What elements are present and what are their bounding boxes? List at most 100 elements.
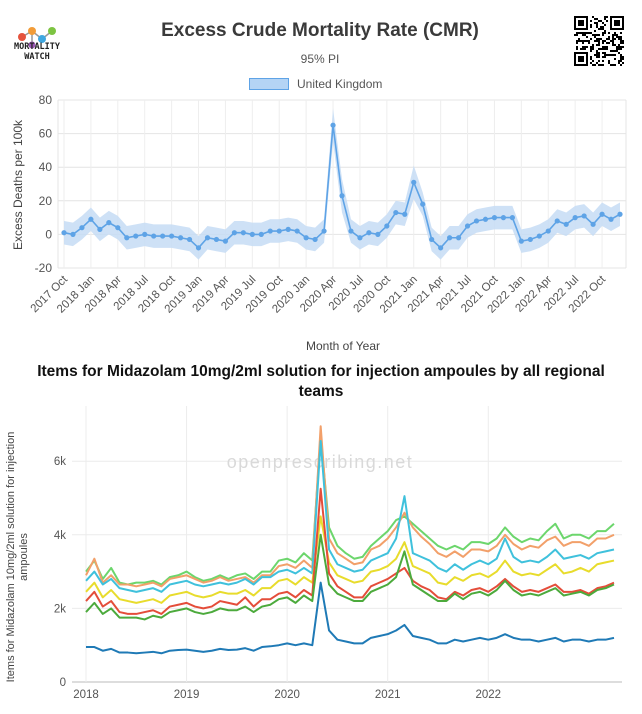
data-point[interactable]: [447, 235, 453, 241]
chart-subtitle: 95% PI: [300, 52, 340, 66]
data-point[interactable]: [169, 233, 175, 239]
qr-code-icon: [574, 16, 624, 66]
x-tick-label: 2018: [73, 689, 99, 701]
data-point[interactable]: [249, 231, 255, 237]
y-tick-label: -20: [35, 261, 53, 275]
data-point[interactable]: [455, 235, 462, 241]
data-point[interactable]: [420, 201, 426, 207]
legend-label: United Kingdom: [297, 77, 383, 91]
legend-item-united-kingdom[interactable]: United Kingdom: [249, 76, 382, 92]
series-line-team-e[interactable]: [85, 487, 615, 615]
x-tick-label: 2022: [475, 689, 501, 701]
data-point[interactable]: [231, 230, 237, 236]
x-tick-label: 2020: [274, 689, 300, 701]
data-point[interactable]: [276, 228, 282, 234]
x-tick-label: 2019: [174, 689, 200, 701]
data-point[interactable]: [608, 216, 614, 222]
x-tick-label: 2021: [375, 689, 401, 701]
data-point[interactable]: [357, 235, 363, 241]
y-tick-label: 0: [60, 677, 66, 689]
data-point[interactable]: [240, 230, 246, 236]
series-line-team-d[interactable]: [85, 515, 615, 604]
data-point[interactable]: [258, 231, 264, 237]
x-axis-label: Month of Year: [306, 339, 380, 353]
logo-text: MORTALITY WATCH: [13, 42, 61, 62]
data-point[interactable]: [402, 211, 408, 217]
data-point[interactable]: [115, 225, 121, 231]
data-point[interactable]: [142, 231, 148, 237]
data-point[interactable]: [572, 215, 578, 221]
series-line-team-c[interactable]: [85, 439, 615, 593]
y-tick-label: 0: [45, 227, 52, 241]
data-point[interactable]: [554, 218, 560, 224]
data-point[interactable]: [151, 233, 157, 239]
data-point[interactable]: [70, 231, 76, 237]
data-point[interactable]: [186, 236, 193, 243]
data-point[interactable]: [133, 233, 139, 239]
data-point[interactable]: [204, 235, 211, 241]
data-point[interactable]: [348, 228, 354, 234]
data-point[interactable]: [106, 220, 112, 226]
data-point[interactable]: [518, 238, 524, 244]
data-point[interactable]: [339, 193, 345, 199]
data-point[interactable]: [536, 233, 542, 239]
data-point[interactable]: [509, 215, 515, 221]
data-point[interactable]: [500, 215, 507, 221]
y-tick-label: 60: [39, 127, 53, 141]
data-point[interactable]: [61, 230, 67, 236]
series-line-team-f[interactable]: [85, 533, 615, 621]
data-point[interactable]: [124, 235, 130, 241]
data-point[interactable]: [464, 223, 471, 229]
data-point[interactable]: [527, 236, 533, 243]
y-axis-label-midazolam: Items for Midazolam 10mg/2ml solution fo…: [5, 432, 30, 683]
data-point[interactable]: [366, 230, 372, 236]
data-point[interactable]: [590, 221, 596, 227]
data-point[interactable]: [88, 216, 94, 222]
data-point[interactable]: [195, 245, 202, 251]
data-point[interactable]: [473, 218, 480, 224]
data-point[interactable]: [581, 213, 587, 219]
chart-title: Excess Crude Mortality Rate (CMR): [161, 20, 479, 41]
y-tick-label: 6k: [54, 456, 66, 468]
data-point[interactable]: [393, 209, 399, 216]
mortality-watch-logo-icon: [18, 27, 56, 49]
y-tick-label: 4k: [54, 530, 66, 542]
y-tick-label: 20: [39, 194, 53, 208]
y-axis-label: Excess Deaths per 100k: [11, 119, 25, 250]
data-point[interactable]: [545, 228, 551, 234]
data-point[interactable]: [267, 228, 273, 234]
data-point[interactable]: [482, 216, 489, 222]
data-point[interactable]: [177, 235, 184, 241]
data-point[interactable]: [375, 231, 381, 237]
data-point[interactable]: [330, 122, 336, 128]
series-line-team-g[interactable]: [86, 581, 615, 655]
data-point[interactable]: [438, 245, 444, 251]
data-point[interactable]: [563, 221, 569, 227]
series-line-team-a[interactable]: [85, 434, 615, 586]
data-point[interactable]: [303, 235, 309, 241]
data-point[interactable]: [79, 225, 85, 231]
prediction-interval-band: [64, 108, 620, 260]
data-point[interactable]: [411, 179, 417, 185]
data-point[interactable]: [599, 211, 605, 217]
data-point[interactable]: [213, 236, 220, 243]
y-tick-label: 80: [39, 93, 53, 107]
data-point[interactable]: [160, 233, 166, 239]
mortality-chart-panel: MORTALITY WATCH Excess Crude Mortality R…: [11, 16, 627, 353]
y-tick-label: 2k: [54, 603, 66, 615]
data-point[interactable]: [285, 226, 291, 232]
midazolam-chart-panel: Items for Midazolam 10mg/2ml solution fo…: [0, 362, 642, 714]
series-line-team-b[interactable]: [85, 425, 615, 588]
data-point[interactable]: [617, 211, 623, 217]
data-point[interactable]: [429, 236, 435, 243]
data-point[interactable]: [491, 215, 498, 221]
data-point[interactable]: [312, 236, 318, 243]
data-point[interactable]: [294, 228, 300, 234]
data-point[interactable]: [384, 223, 390, 229]
y-tick-label: 40: [39, 160, 53, 174]
data-point[interactable]: [97, 226, 103, 232]
data-point[interactable]: [321, 228, 327, 234]
data-point[interactable]: [222, 238, 229, 244]
